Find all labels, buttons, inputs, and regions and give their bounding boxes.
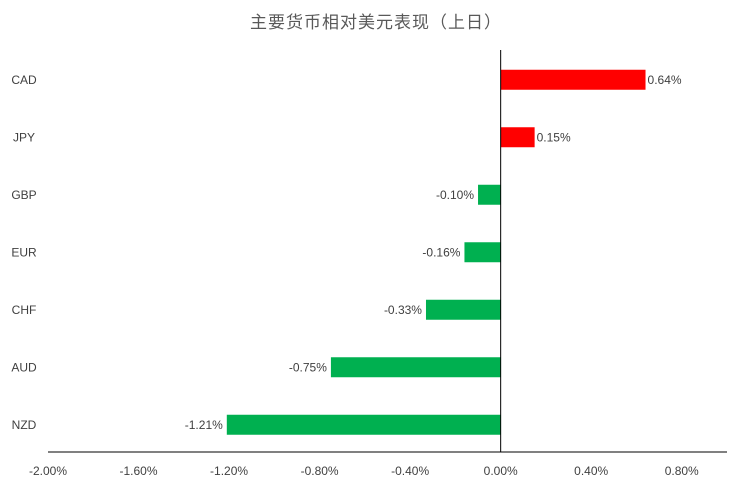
bar-eur: [464, 242, 501, 263]
bar-nzd: [226, 414, 501, 435]
category-label-aud: AUD: [11, 360, 37, 374]
category-label-nzd: NZD: [12, 418, 37, 432]
category-label-gbp: GBP: [11, 188, 36, 202]
x-tick-label: -0.80%: [301, 464, 339, 478]
data-label-gbp: -0.10%: [436, 188, 474, 202]
bars-layer: [226, 69, 646, 435]
axes-layer: [48, 50, 727, 453]
bar-aud: [330, 357, 501, 378]
category-label-cad: CAD: [11, 73, 37, 87]
bar-gbp: [478, 184, 501, 205]
x-tick-label: -1.60%: [120, 464, 158, 478]
bar-cad: [500, 69, 646, 90]
category-label-jpy: JPY: [13, 130, 35, 144]
category-label-eur: EUR: [11, 245, 37, 259]
data-label-jpy: 0.15%: [537, 130, 571, 144]
data-label-aud: -0.75%: [289, 360, 327, 374]
chart-title: 主要货币相对美元表现（上日）: [250, 13, 502, 33]
category-label-chf: CHF: [12, 303, 37, 317]
x-tick-label: 0.80%: [665, 464, 699, 478]
data-label-cad: 0.64%: [648, 73, 682, 87]
bar-jpy: [500, 127, 535, 148]
labels-layer: CAD 0.64% JPY 0.15% GBP -0.10% EUR -0.16% CHF -0.…: [11, 73, 699, 478]
bar-chf: [425, 299, 501, 320]
x-tick-label: -2.00%: [29, 464, 67, 478]
data-label-chf: -0.33%: [384, 303, 422, 317]
x-tick-label: -1.20%: [210, 464, 248, 478]
data-label-nzd: -1.21%: [185, 418, 223, 432]
x-tick-label: -0.40%: [391, 464, 429, 478]
data-label-eur: -0.16%: [422, 245, 460, 259]
x-tick-label: 0.40%: [574, 464, 608, 478]
x-tick-label: 0.00%: [484, 464, 518, 478]
